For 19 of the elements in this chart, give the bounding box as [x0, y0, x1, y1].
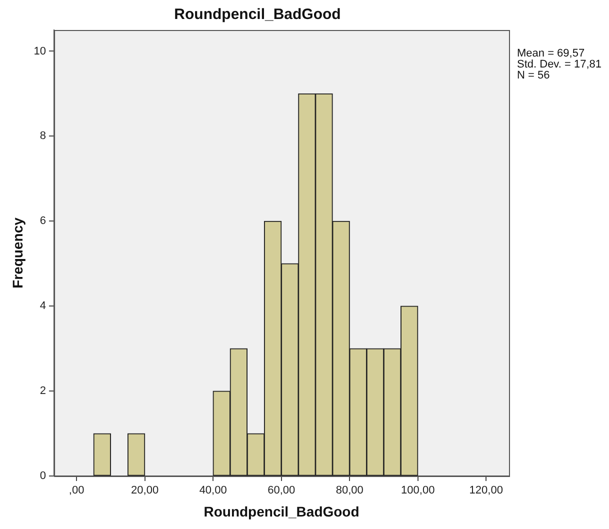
x-tick-label: 20,00: [131, 484, 159, 497]
x-axis-title: Roundpencil_BadGood: [204, 503, 360, 520]
x-tick-label: 120,00: [469, 484, 503, 497]
y-tick-label: 0: [40, 470, 46, 482]
y-tick-label: 4: [40, 300, 46, 312]
y-tick-label: 6: [40, 215, 46, 228]
chart-title: Roundpencil_BadGood: [174, 6, 341, 24]
x-tick-label: 60,00: [268, 484, 296, 497]
y-tick-label: 8: [40, 130, 46, 142]
x-tick-label: ,00: [68, 484, 84, 497]
text: N = 56: [517, 70, 550, 82]
y-tick-label: 10: [34, 45, 46, 58]
x-tick-label: 40,00: [199, 484, 227, 497]
y-tick-label: 2: [40, 385, 46, 398]
y-axis-title: Frequency: [9, 217, 26, 288]
x-tick-label: 100,00: [401, 484, 435, 497]
x-tick-label: 80,00: [336, 484, 364, 497]
text: Mean = 69,57: [517, 48, 585, 60]
text: Std. Dev. = 17,81: [517, 58, 602, 71]
